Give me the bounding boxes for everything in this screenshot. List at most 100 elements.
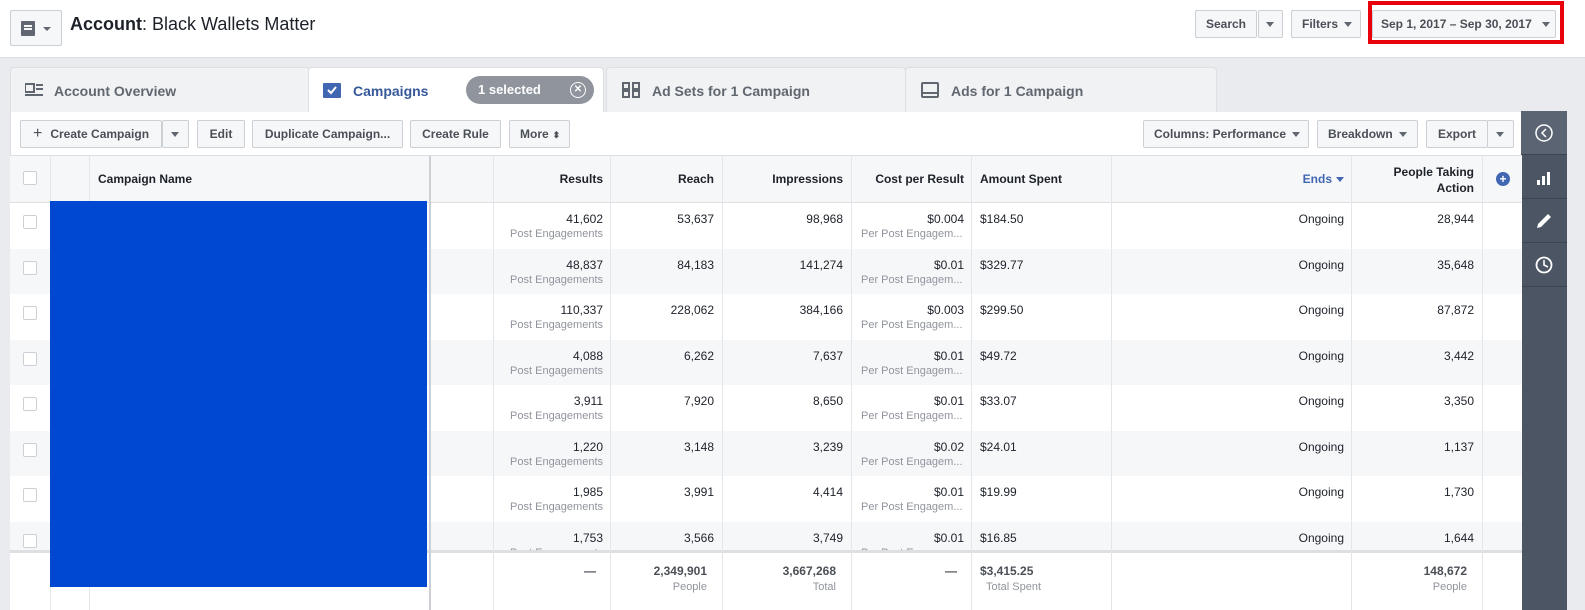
cell-cost-type: Per Post Engagem... (861, 364, 963, 377)
cell-ends: Ongoing (1298, 485, 1344, 499)
total-reach-sub: People (672, 581, 707, 593)
cell-cost-type: Per Post Engagem... (861, 410, 963, 422)
cell-cost-type: Per Post Engagem... (861, 273, 963, 286)
tab-label: Account Overview (54, 83, 177, 99)
cell-amount-spent: $24.01 (980, 439, 1017, 454)
cell-result-type: Post Engagements (510, 273, 603, 286)
cell-amount-spent: $16.85 (980, 530, 1017, 545)
cell-cost-per-result: $0.01 (933, 348, 964, 363)
cell-results: 41,602 (566, 212, 603, 226)
cell-amount-spent: $184.50 (980, 212, 1024, 226)
search-button[interactable]: Search (1195, 10, 1257, 38)
chevron-down-icon (1266, 22, 1274, 28)
account-icon (21, 21, 35, 36)
cell-results: 1,985 (572, 485, 603, 499)
clear-selection-icon[interactable]: ✕ (570, 82, 586, 98)
row-checkbox[interactable] (23, 260, 37, 275)
cell-ends: Ongoing (1298, 212, 1344, 226)
search-dropdown-button[interactable] (1258, 10, 1283, 38)
table-row[interactable]: 1,985 Post Engagements 3,991 4,414 $0.01 Per … (10, 476, 1522, 521)
col-cost-per-result[interactable]: Cost per Result (875, 172, 964, 186)
total-amount-spent-sub: Total Spent (986, 581, 1042, 593)
cell-people-taking-action: 1,644 (1443, 530, 1474, 545)
selection-pill[interactable]: 1 selected ✕ (466, 76, 594, 104)
col-reach[interactable]: Reach (677, 172, 714, 186)
columns-dropdown[interactable]: Columns: Performance (1143, 120, 1309, 148)
cell-people-taking-action: 87,872 (1437, 303, 1474, 317)
cell-cost-type: Per Post Engagem... (861, 228, 963, 240)
col-amount-spent[interactable]: Amount Spent (980, 172, 1062, 186)
total-cost-per-result: — (945, 564, 957, 578)
account-switcher-button[interactable] (10, 10, 62, 46)
export-button[interactable]: Export (1426, 120, 1488, 148)
create-campaign-button[interactable]: + Create Campaign (20, 120, 162, 148)
create-rule-button[interactable]: Create Rule (410, 120, 501, 148)
row-checkbox[interactable] (23, 306, 37, 320)
cell-amount-spent: $19.99 (980, 485, 1017, 499)
create-campaign-dropdown[interactable] (162, 120, 189, 148)
cell-ends: Ongoing (1298, 348, 1344, 363)
account-label: Account (70, 14, 142, 34)
account-name: : Black Wallets Matter (142, 14, 316, 34)
cell-reach: 84,183 (677, 257, 714, 272)
ends-label: Ends (1302, 172, 1332, 186)
cell-ends: Ongoing (1298, 303, 1344, 317)
col-people-taking-action[interactable]: People Taking Action (1352, 164, 1474, 196)
right-rail (1521, 111, 1567, 610)
col-campaign-name[interactable]: Campaign Name (98, 172, 193, 186)
table-row[interactable]: 110,337 Post Engagements 228,062 384,166 $0.… (10, 294, 1522, 339)
campaign-toolbar: + Create Campaign Edit Duplicate Campaign… (10, 112, 1522, 156)
cell-result-type: Post Engagements (510, 501, 603, 513)
cell-impressions: 3,239 (812, 439, 843, 454)
tab-ads[interactable]: Ads for 1 Campaign (905, 67, 1217, 112)
filters-button[interactable]: Filters (1291, 10, 1361, 38)
select-all-checkbox[interactable] (23, 171, 37, 185)
col-impressions[interactable]: Impressions (772, 172, 843, 186)
cell-result-type: Post Engagements (510, 319, 603, 331)
cell-amount-spent: $33.07 (980, 394, 1017, 408)
page-title: Account: Black Wallets Matter (70, 14, 315, 35)
collapse-rail-button[interactable] (1521, 111, 1567, 155)
total-impressions-sub: Total (812, 581, 836, 593)
breakdown-dropdown[interactable]: Breakdown (1317, 120, 1418, 148)
chevron-down-icon (1541, 22, 1550, 28)
cell-results: 3,911 (573, 394, 603, 408)
selected-count: 1 selected (478, 82, 541, 97)
column-divider (493, 156, 494, 610)
row-checkbox[interactable] (23, 442, 37, 457)
date-range-picker[interactable]: Sep 1, 2017 – Sep 30, 2017 (1372, 10, 1556, 38)
tab-ad-sets[interactable]: Ad Sets for 1 Campaign (606, 67, 906, 112)
cell-ends: Ongoing (1298, 394, 1344, 408)
cell-amount-spent: $299.50 (980, 303, 1024, 317)
highlight-box (1368, 1, 1564, 44)
pencil-icon (1537, 214, 1551, 228)
duplicate-campaign-button[interactable]: Duplicate Campaign... (252, 120, 403, 148)
chevron-down-icon (1496, 132, 1504, 138)
history-button[interactable] (1521, 243, 1567, 287)
row-checkbox[interactable] (23, 397, 37, 411)
row-checkbox[interactable] (23, 533, 37, 548)
col-ends[interactable]: Ends (1112, 156, 1344, 203)
edit-button[interactable]: Edit (197, 120, 245, 148)
row-checkbox[interactable] (23, 488, 37, 502)
cell-reach: 7,920 (683, 394, 714, 408)
add-column-icon[interactable]: + (1496, 172, 1510, 186)
row-checkbox[interactable] (23, 351, 37, 366)
cell-impressions: 8,650 (812, 394, 843, 408)
edit-panel-button[interactable] (1521, 199, 1567, 243)
cell-results: 110,337 (560, 303, 604, 317)
tab-label: Ad Sets for 1 Campaign (652, 83, 810, 99)
more-button[interactable]: More ⬍ (509, 120, 570, 148)
export-dropdown[interactable] (1487, 120, 1514, 148)
tab-account-overview[interactable]: Account Overview (10, 67, 310, 112)
charts-button[interactable] (1521, 155, 1567, 199)
table-row[interactable]: 3,911 Post Engagements 7,920 8,650 $0.01 Per … (10, 385, 1522, 430)
total-amount-spent: $3,415.25 (980, 564, 1034, 578)
col-results[interactable]: Results (559, 172, 603, 186)
row-checkbox[interactable] (23, 215, 37, 229)
cell-cost-per-result: $0.01 (933, 394, 964, 408)
table-row[interactable]: 41,602 Post Engagements 53,637 98,968 $0.004… (10, 203, 1522, 248)
cell-result-type: Post Engagements (510, 455, 603, 468)
top-bar: Account: Black Wallets Matter Search Fil… (0, 0, 1585, 58)
cell-amount-spent: $329.77 (980, 257, 1024, 272)
